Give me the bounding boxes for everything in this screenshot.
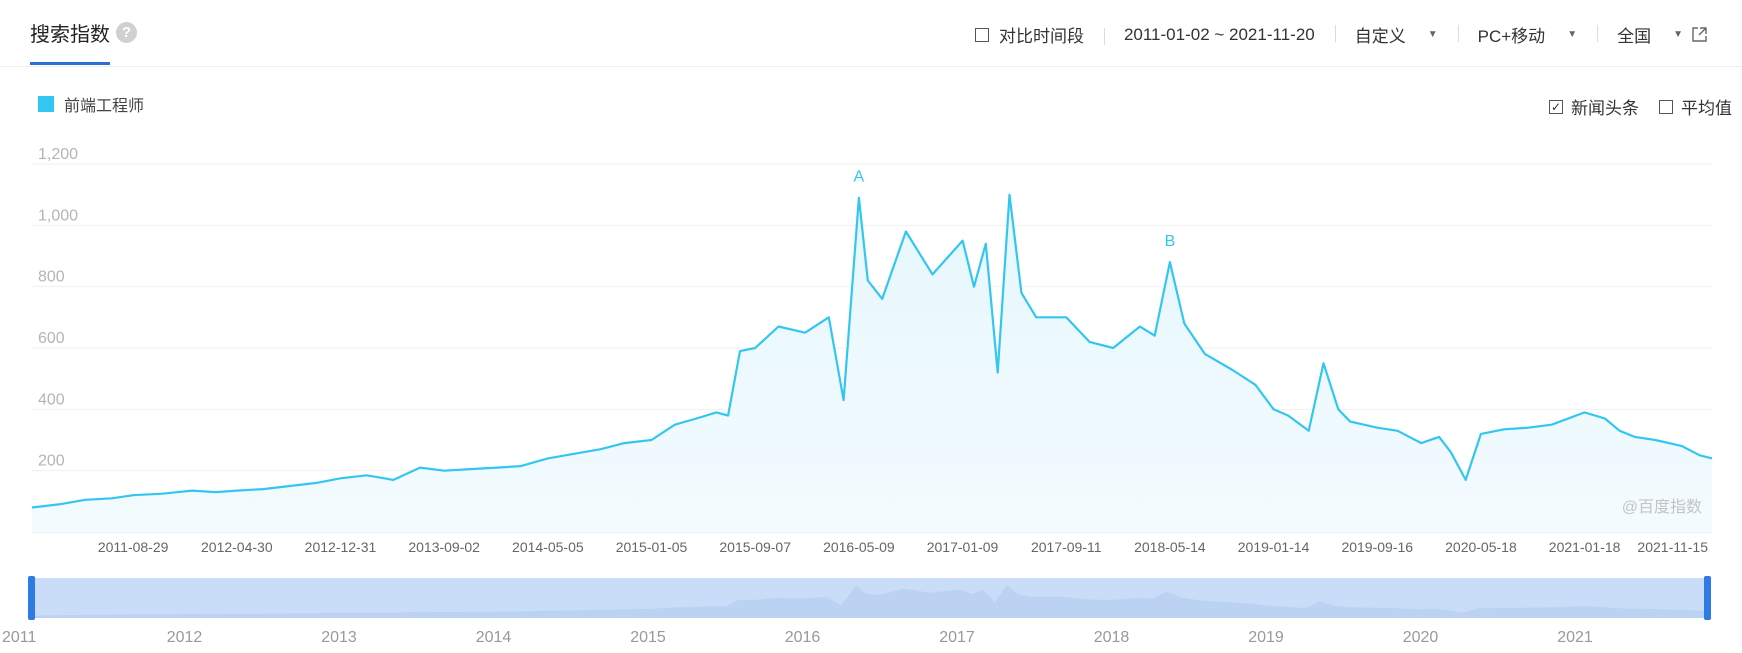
toolbar-controls: 对比时间段 2011-01-02 ~ 2021-11-20 自定义 ▼ PC+移…	[955, 22, 1728, 47]
caret-down-icon: ▼	[1427, 29, 1438, 40]
period-select[interactable]: 自定义 ▼	[1334, 22, 1458, 47]
series-layer	[31, 193, 1713, 532]
compare-checkbox[interactable]	[974, 27, 989, 42]
navigator-left-handle[interactable]	[28, 576, 35, 620]
x-tick-label: 2012-04-30	[201, 539, 273, 555]
x-tick-label: 2012-12-31	[305, 539, 377, 555]
device-select-value: PC+移动	[1477, 27, 1546, 46]
y-tick-label: 600	[38, 330, 65, 347]
title-group: 搜索指数 ?	[30, 18, 137, 47]
time-navigator[interactable]: 2011 2012 2013 2014 2015 2016 2017 2018 2019 2020…	[2, 576, 1711, 646]
date-range-picker[interactable]: 2011-01-02 ~ 2021-11-20	[1103, 24, 1335, 45]
navigator-year-label: 2012	[167, 629, 203, 646]
news-headlines-checkbox[interactable]: ✓	[1549, 99, 1563, 114]
caret-down-icon: ▼	[1673, 29, 1683, 40]
navigator-year-label: 2020	[1403, 629, 1439, 646]
date-range-text: 2011-01-02 ~ 2021-11-20	[1123, 24, 1315, 44]
average-option[interactable]: 平均值	[1659, 94, 1732, 119]
series-line[interactable]	[31, 193, 1713, 509]
navigator-year-label: 2016	[785, 629, 821, 646]
average-label: 平均值	[1681, 99, 1732, 118]
region-select-value: 全国	[1617, 27, 1652, 46]
region-select[interactable]: 全国 ▼	[1597, 22, 1728, 47]
y-tick-label: 1,200	[38, 146, 78, 163]
x-tick-label: 2019-09-16	[1341, 539, 1413, 555]
navigator-year-label: 2021	[1557, 629, 1593, 646]
x-tick-label: 2021-11-15	[1637, 539, 1708, 555]
top-bar: 搜索指数 ? 对比时间段 2011-01-02 ~ 2021-11-20 自定义…	[0, 0, 1742, 67]
x-tick-label: 2018-05-14	[1134, 539, 1206, 555]
x-tick-label: 2011-08-29	[98, 539, 169, 555]
annotations: AB	[854, 169, 1176, 250]
y-tick-label: 200	[38, 453, 65, 470]
grid-lines	[32, 163, 1712, 533]
caret-down-icon: ▼	[1567, 29, 1578, 40]
navigator-year-label: 2015	[630, 629, 666, 646]
navigator-year-label: 2017	[939, 629, 975, 646]
question-circle-icon[interactable]: ?	[116, 22, 137, 43]
legend-swatch	[38, 96, 54, 112]
y-axis: 1,200 1,000 800 600 400 200	[38, 146, 78, 470]
y-tick-label: 400	[38, 391, 65, 408]
x-tick-label: 2020-05-18	[1445, 539, 1517, 555]
average-checkbox[interactable]	[1659, 99, 1673, 114]
x-tick-label: 2019-01-14	[1238, 539, 1310, 555]
navigator-year-label: 2011	[2, 629, 37, 646]
navigator-right-handle[interactable]	[1704, 576, 1711, 620]
y-tick-label: 1,000	[38, 207, 78, 224]
external-link-icon[interactable]	[1691, 26, 1708, 43]
series-area	[32, 194, 1712, 532]
page-title: 搜索指数	[30, 24, 110, 46]
navigator-year-label: 2018	[1094, 629, 1130, 646]
y-tick-label: 800	[38, 269, 65, 286]
navigator-year-label: 2013	[321, 629, 357, 646]
legend-series-name: 前端工程师	[64, 98, 145, 115]
navigator-selection[interactable]	[31, 578, 1708, 618]
chart-options: ✓ 新闻头条 平均值	[1529, 94, 1732, 119]
device-select[interactable]: PC+移动 ▼	[1457, 22, 1597, 47]
active-tab-underline	[30, 62, 110, 65]
annotation-label[interactable]: B	[1165, 233, 1176, 250]
x-tick-label: 2015-01-05	[616, 539, 688, 555]
x-tick-label: 2014-05-05	[512, 539, 584, 555]
x-tick-label: 2017-01-09	[927, 539, 999, 555]
navigator-year-label: 2014	[476, 629, 512, 646]
x-axis: 2011-08-29 2012-04-30 2012-12-31 2013-09-02…	[98, 539, 1708, 555]
x-tick-label: 2017-09-11	[1031, 539, 1102, 555]
x-tick-label: 2016-05-09	[823, 539, 895, 555]
x-tick-label: 2015-09-07	[719, 539, 791, 555]
news-headlines-option[interactable]: ✓ 新闻头条	[1549, 94, 1639, 119]
navigator-preview	[31, 585, 1708, 618]
x-tick-label: 2013-09-02	[408, 539, 480, 555]
news-headlines-label: 新闻头条	[1571, 99, 1639, 118]
x-tick-label: 2021-01-18	[1549, 539, 1621, 555]
annotation-label[interactable]: A	[854, 169, 865, 186]
period-select-value: 自定义	[1354, 27, 1406, 46]
watermark: @百度指数	[1622, 498, 1702, 516]
chart-legend: 前端工程师	[38, 92, 144, 116]
navigator-year-label: 2019	[1248, 629, 1284, 646]
compare-label: 对比时间段	[998, 27, 1084, 46]
compare-period-toggle[interactable]: 对比时间段	[955, 22, 1104, 47]
